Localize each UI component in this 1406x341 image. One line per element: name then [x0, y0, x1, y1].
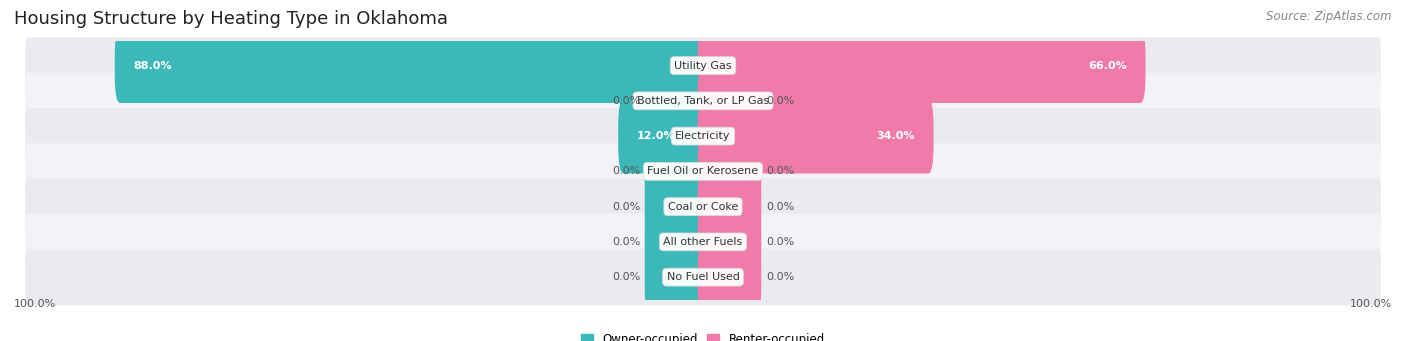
FancyBboxPatch shape [645, 205, 709, 279]
FancyBboxPatch shape [25, 38, 1381, 94]
Text: Bottled, Tank, or LP Gas: Bottled, Tank, or LP Gas [637, 96, 769, 106]
FancyBboxPatch shape [25, 178, 1381, 235]
Text: All other Fuels: All other Fuels [664, 237, 742, 247]
FancyBboxPatch shape [25, 214, 1381, 270]
Text: Coal or Coke: Coal or Coke [668, 202, 738, 212]
FancyBboxPatch shape [25, 108, 1381, 164]
FancyBboxPatch shape [115, 28, 709, 103]
Text: 100.0%: 100.0% [14, 299, 56, 309]
FancyBboxPatch shape [697, 169, 761, 244]
Text: Fuel Oil or Kerosene: Fuel Oil or Kerosene [647, 166, 759, 176]
FancyBboxPatch shape [25, 73, 1381, 129]
FancyBboxPatch shape [25, 249, 1381, 306]
Text: Electricity: Electricity [675, 131, 731, 141]
FancyBboxPatch shape [697, 205, 761, 279]
Text: 0.0%: 0.0% [612, 272, 640, 282]
Text: 88.0%: 88.0% [134, 61, 172, 71]
Text: Housing Structure by Heating Type in Oklahoma: Housing Structure by Heating Type in Okl… [14, 10, 449, 28]
FancyBboxPatch shape [697, 99, 934, 174]
Text: 0.0%: 0.0% [766, 272, 794, 282]
Text: 0.0%: 0.0% [612, 96, 640, 106]
FancyBboxPatch shape [25, 143, 1381, 199]
Legend: Owner-occupied, Renter-occupied: Owner-occupied, Renter-occupied [576, 329, 830, 341]
Text: 0.0%: 0.0% [766, 96, 794, 106]
Text: 100.0%: 100.0% [1350, 299, 1392, 309]
FancyBboxPatch shape [697, 28, 1146, 103]
Text: 0.0%: 0.0% [612, 166, 640, 176]
Text: 0.0%: 0.0% [612, 237, 640, 247]
Text: 12.0%: 12.0% [637, 131, 675, 141]
Text: 34.0%: 34.0% [876, 131, 915, 141]
Text: 66.0%: 66.0% [1088, 61, 1128, 71]
Text: 0.0%: 0.0% [766, 166, 794, 176]
Text: No Fuel Used: No Fuel Used [666, 272, 740, 282]
Text: 0.0%: 0.0% [612, 202, 640, 212]
FancyBboxPatch shape [697, 240, 761, 314]
FancyBboxPatch shape [645, 169, 709, 244]
Text: Utility Gas: Utility Gas [675, 61, 731, 71]
FancyBboxPatch shape [697, 63, 761, 138]
FancyBboxPatch shape [645, 134, 709, 209]
Text: 0.0%: 0.0% [766, 202, 794, 212]
FancyBboxPatch shape [645, 240, 709, 314]
Text: Source: ZipAtlas.com: Source: ZipAtlas.com [1267, 10, 1392, 23]
Text: 0.0%: 0.0% [766, 237, 794, 247]
FancyBboxPatch shape [619, 99, 709, 174]
FancyBboxPatch shape [697, 134, 761, 209]
FancyBboxPatch shape [645, 63, 709, 138]
